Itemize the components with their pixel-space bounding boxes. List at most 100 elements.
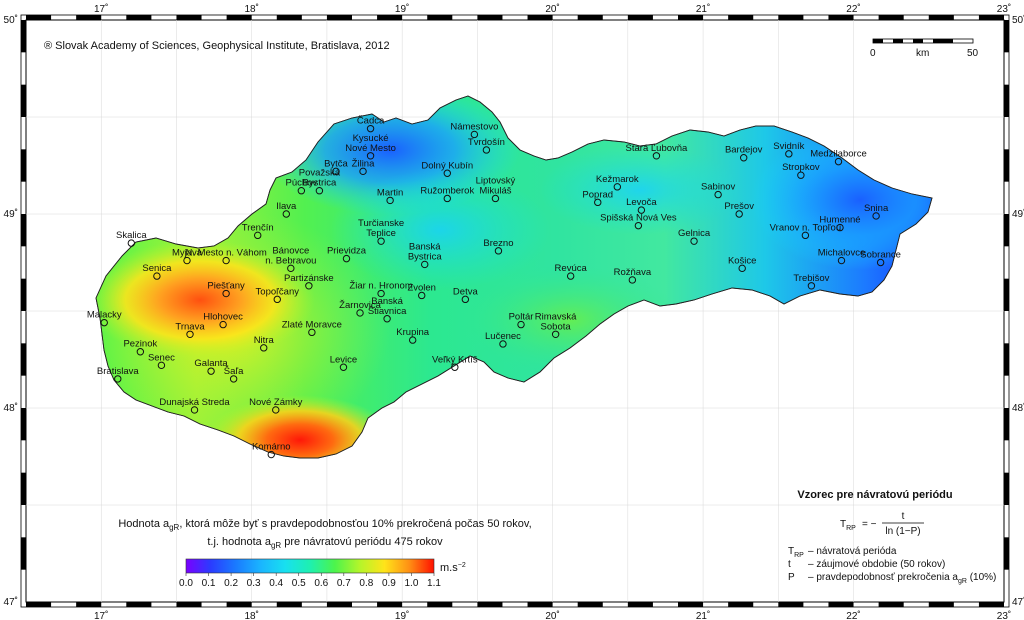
city-marker (157, 361, 166, 370)
city-label: Piešťany (207, 281, 245, 292)
city-label: Humenné (819, 215, 860, 226)
city-marker (305, 282, 313, 290)
svg-text:TRP: TRP (840, 519, 856, 532)
city-label: Galanta (194, 358, 228, 369)
city-label: N. Mesto n. Váhom (185, 248, 266, 259)
city-label: Kysucké Nové Mesto (345, 133, 396, 154)
lat-label-left: 49˚ (4, 208, 18, 220)
slovakia-border (95, 95, 933, 459)
city-marker (418, 291, 426, 300)
hot-zone-komarno (205, 395, 395, 458)
lon-label-bottom: 23˚ (997, 610, 1011, 620)
svg-text:m.s−2: m.s−2 (440, 562, 466, 574)
city-marker (470, 130, 479, 139)
lon-label-top: 22˚ (846, 3, 860, 15)
latitude-labels-left: 50˚ 49˚ 48˚ 47˚ (4, 14, 18, 608)
city-marker (386, 196, 394, 205)
city-marker (183, 256, 191, 265)
city-label: Banská Bystrica (408, 241, 443, 262)
city-marker (443, 194, 451, 203)
city-marker (421, 260, 429, 269)
city-marker (153, 272, 161, 280)
colorbar-tick-label: 0.0 (179, 578, 193, 589)
city-label: Zvolen (407, 282, 436, 293)
scale-start: 0 (870, 48, 876, 59)
city-label: Michalovce (818, 248, 866, 259)
city-label: Banská Štiavnica (368, 296, 407, 317)
formula-numerator: t (902, 511, 905, 522)
city-label: Tvrdošín (468, 137, 505, 148)
city-label: Poltár (509, 312, 534, 323)
city-marker (872, 212, 880, 220)
city-marker (634, 221, 643, 230)
lat-label-left: 50˚ (4, 14, 18, 26)
city-label: Spišská Nová Ves (600, 213, 677, 224)
city-marker (383, 315, 391, 323)
svg-text:Hodnota agR, ktorá môže byť s: Hodnota agR, ktorá môže byť s pravdepodo… (118, 518, 531, 532)
city-marker (613, 183, 622, 191)
colorbar-tick-label: 0.1 (202, 578, 216, 589)
city-label: Vranov n. Topľou (770, 222, 841, 233)
city-label: Žilina (352, 158, 375, 169)
colorbar-ticks: 0.0 0.1 0.2 0.3 0.4 0.5 0.6 0.7 0.8 0.9 1.0 1.1 (179, 573, 441, 589)
copyright-text: ® Slovak Academy of Sciences, Geophysica… (44, 40, 390, 52)
lat-label-right: 48˚ (1012, 402, 1024, 414)
city-marker (628, 276, 637, 284)
formula-box: Vzorec pre návratovú periódu TRP = − t l… (788, 489, 996, 585)
hazard-fill (95, 95, 933, 459)
city-marker (339, 363, 348, 371)
city-label: Medzilaborce (810, 149, 867, 160)
city-marker (594, 198, 602, 207)
svg-text:t.j. hodnota agR pre návratovú: t.j. hodnota agR pre návratovú periódu 4… (207, 536, 443, 550)
formula-denominator: ln (1−P) (885, 526, 920, 537)
city-label: Považská Bystrica (299, 168, 341, 189)
definition-text: – návratová perióda (808, 546, 897, 557)
colorbar-tick-label: 0.6 (314, 578, 328, 589)
city-label: Svidník (773, 141, 804, 152)
city-label: Turčianske Teplice (358, 218, 404, 239)
description-line2-post: pre návratovú periódu 475 rokov (281, 536, 443, 548)
city-label: Žarnovica (339, 300, 381, 311)
city-marker (491, 194, 500, 203)
city-marker (801, 231, 810, 240)
lat-label-right: 47˚ (1012, 596, 1024, 608)
city-marker (366, 152, 375, 160)
hot-zone-west (96, 240, 315, 360)
colorbar: 0.0 0.1 0.2 0.3 0.4 0.5 0.6 0.7 0.8 0.9 1.0 1.1 m.s… (179, 558, 466, 589)
city-marker (267, 450, 275, 459)
city-label: Kežmarok (596, 174, 639, 185)
city-label: Rimavská Sobota (535, 311, 577, 332)
city-label: Senec (148, 352, 175, 363)
description-line2-pre: t.j. hodnota a (207, 536, 271, 548)
city-marker (100, 318, 108, 327)
city-label: Žiar n. Hronom (349, 281, 412, 292)
description-line1-sub: gR (169, 523, 179, 532)
city-label: Hlohovec (203, 312, 243, 323)
city-marker (494, 247, 503, 255)
city-marker (287, 264, 295, 273)
city-label: Revúca (555, 263, 588, 274)
colorbar-unit: m.s (440, 562, 458, 574)
city-label: Trenčín (242, 222, 274, 233)
city-marker (190, 406, 199, 414)
colorbar-tick-label: 0.7 (337, 578, 351, 589)
city-marker (127, 239, 136, 247)
lat-label-left: 48˚ (4, 402, 18, 414)
scale-end: 50 (967, 48, 979, 59)
city-marker (714, 190, 722, 199)
city-marker (807, 282, 816, 290)
city-label: Nitra (254, 335, 275, 346)
city-marker (186, 330, 194, 338)
city-label: Pezinok (123, 339, 157, 350)
city-label: Martin (377, 187, 403, 198)
city-marker (359, 167, 367, 176)
city-label: Bytča (324, 158, 348, 169)
city-label: Malacky (87, 310, 122, 321)
city-marker (222, 289, 230, 298)
city-marker (356, 309, 364, 317)
city-label: Bánovce n. Bebravou (265, 245, 316, 266)
city-marker (282, 210, 290, 218)
city-marker (797, 171, 805, 179)
lat-label-right: 49˚ (1012, 208, 1024, 220)
